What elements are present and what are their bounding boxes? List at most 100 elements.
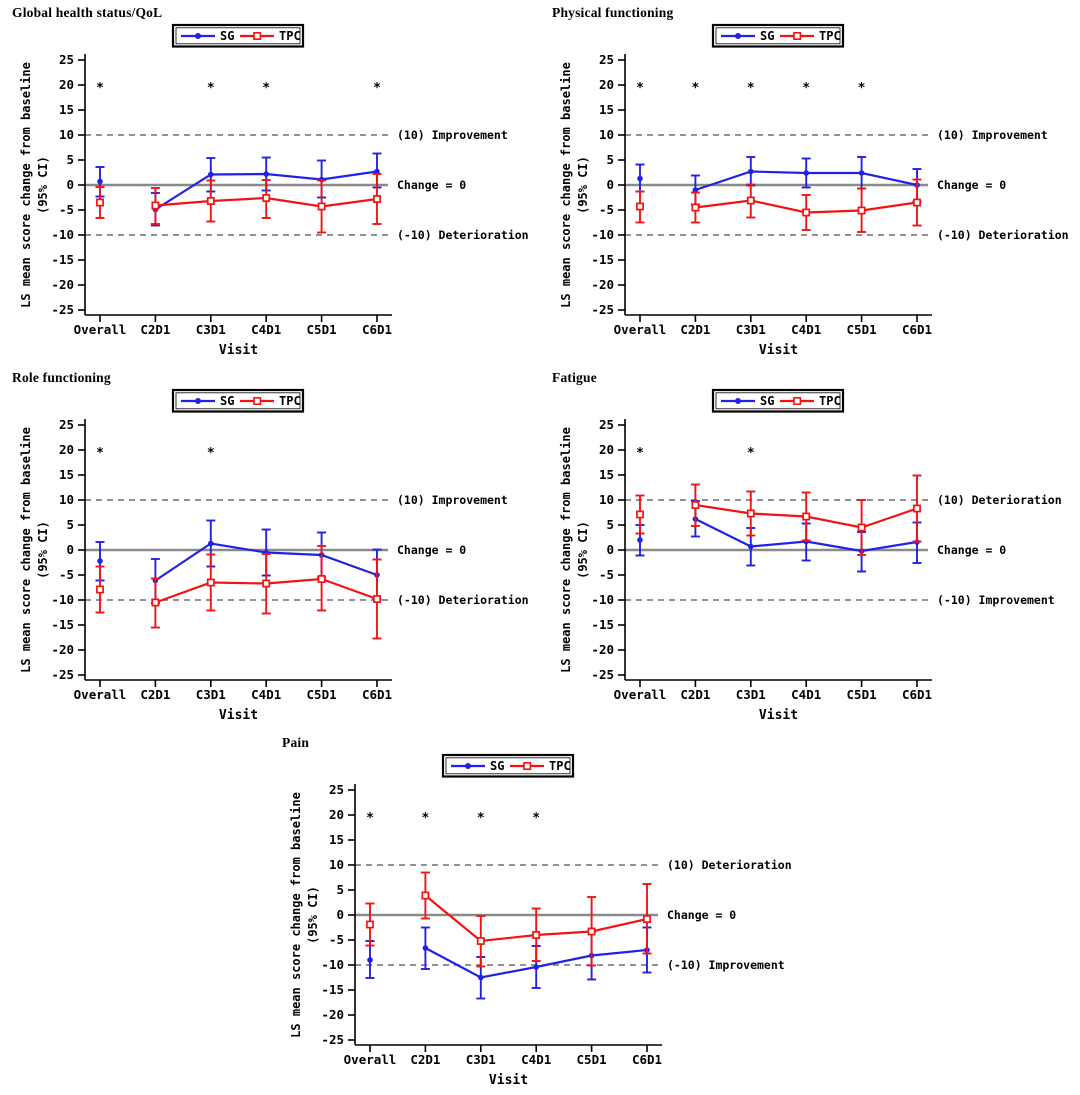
y-tick-label: 10 [599, 492, 614, 507]
data-marker-tpc-open-square [262, 579, 271, 588]
series-sg [635, 500, 922, 573]
series-sg [95, 152, 382, 227]
legend-label-sg: SG [760, 29, 774, 43]
y-tick-label: 10 [59, 492, 74, 507]
data-marker-tpc-open-square [691, 501, 700, 509]
significance-asterisk: * [421, 811, 429, 826]
significance-asterisk: * [96, 446, 104, 461]
y-tick-label: 0 [66, 542, 74, 557]
y-tick-label: 25 [59, 417, 74, 432]
data-marker-sg-filled-circle [208, 171, 214, 178]
legend: SG TPC [441, 753, 575, 778]
annotation-lower-ref: (-10) Deterioration [397, 593, 529, 607]
legend-label-sg: SG [490, 759, 504, 773]
data-marker-tpc-open-square [151, 201, 160, 210]
legend-label-sg: SG [220, 29, 234, 43]
significance-asterisk: * [262, 81, 270, 96]
x-tick-label: C2D1 [140, 687, 170, 702]
y-tick-label: -5 [599, 567, 614, 582]
y-axis-title-line2: (95% CI) [576, 156, 590, 214]
y-tick-label: -20 [51, 277, 74, 292]
y-tick-label: -10 [51, 592, 74, 607]
annotation-lower-ref: (-10) Improvement [667, 958, 785, 972]
data-marker-sg-filled-circle [374, 168, 380, 175]
y-tick-label: 15 [329, 832, 344, 847]
data-marker-tpc-open-square [587, 927, 596, 936]
y-tick-label: -15 [51, 617, 74, 632]
significance-asterisk: * [802, 81, 810, 96]
significance-asterisk: * [747, 81, 755, 96]
y-tick-label: -25 [591, 302, 614, 317]
y-tick-label: 5 [66, 517, 74, 532]
y-axis-title-line1: LS mean score change from baseline [289, 792, 303, 1038]
data-marker-tpc-open-square [691, 203, 700, 212]
y-axis-title-line2: (95% CI) [36, 521, 50, 579]
x-tick-label: C5D1 [577, 1052, 607, 1067]
x-tick-label: C5D1 [307, 322, 337, 337]
legend-marker-tpc-open-square-icon [253, 396, 262, 405]
legend-marker-sg-filled-circle-icon [465, 763, 471, 769]
chart-physical-functioning: Physical functioning 25 20 15 10 5 0 -5 -10 -15 -… [540, 0, 1080, 365]
data-marker-tpc-open-square [913, 198, 921, 207]
x-tick-label: C5D1 [307, 687, 337, 702]
data-marker-tpc-open-square [913, 504, 921, 513]
y-tick-label: -10 [321, 957, 344, 972]
significance-asterisk: * [366, 811, 374, 826]
data-marker-tpc-open-square [366, 920, 374, 929]
significance-asterisk: * [477, 811, 485, 826]
y-tick-label: 0 [336, 907, 344, 922]
series-tpc [365, 871, 652, 968]
data-marker-tpc-open-square [746, 509, 755, 518]
data-marker-tpc-open-square [636, 202, 644, 211]
series-sg [635, 156, 922, 206]
legend-marker-tpc-open-square-icon [253, 31, 262, 40]
series-tpc [635, 178, 922, 233]
legend: SG TPC [711, 23, 845, 48]
y-tick-label: -20 [591, 277, 614, 292]
significance-asterisk: * [373, 81, 381, 96]
y-axis-title-line1: LS mean score change from baseline [559, 427, 573, 673]
y-tick-label: 5 [606, 152, 614, 167]
y-tick-label: 25 [599, 417, 614, 432]
legend-label-tpc: TPC [819, 29, 841, 43]
series-tpc [95, 545, 382, 640]
legend-marker-sg-filled-circle-icon [735, 398, 741, 404]
legend-frame-outer [711, 23, 845, 48]
y-tick-label: 5 [66, 152, 74, 167]
y-tick-label: 0 [606, 177, 614, 192]
x-tick-label: Overall [344, 1052, 397, 1067]
data-marker-sg-filled-circle [533, 964, 539, 970]
data-marker-tpc-open-square [373, 595, 381, 603]
significance-asterisk: * [207, 446, 215, 461]
data-marker-tpc-open-square [636, 510, 644, 519]
y-tick-label: -10 [591, 592, 614, 607]
data-marker-sg-filled-circle [637, 537, 643, 543]
data-marker-tpc-open-square [96, 585, 104, 594]
x-tick-label: Overall [74, 687, 127, 702]
y-tick-label: 20 [59, 442, 74, 457]
data-marker-tpc-open-square [476, 937, 485, 945]
data-marker-tpc-open-square [421, 891, 430, 900]
y-tick-label: -10 [51, 227, 74, 242]
y-tick-label: -25 [51, 667, 74, 682]
y-tick-label: -5 [59, 567, 74, 582]
y-tick-label: -20 [51, 642, 74, 657]
annotation-zero-change: Change = 0 [667, 908, 736, 922]
x-tick-label: Overall [74, 322, 127, 337]
y-axis-title-line1: LS mean score change from baseline [559, 62, 573, 308]
legend-frame-inner [445, 757, 571, 775]
x-tick-label: Overall [614, 687, 667, 702]
x-tick-label: C3D1 [736, 322, 766, 337]
significance-asterisk: * [747, 446, 755, 461]
data-marker-sg-filled-circle [478, 974, 484, 981]
data-marker-tpc-open-square [373, 195, 381, 203]
data-marker-sg-filled-circle [803, 170, 809, 176]
annotation-upper-ref: (10) Deterioration [937, 493, 1062, 507]
annotation-upper-ref: (10) Improvement [937, 128, 1048, 142]
legend: SG TPC [711, 388, 845, 413]
data-marker-tpc-open-square [96, 198, 104, 207]
